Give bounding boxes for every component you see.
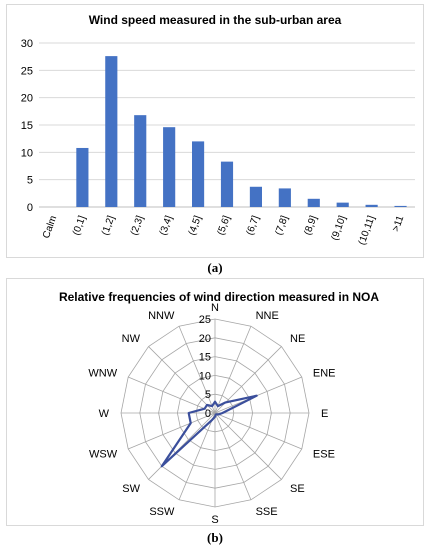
bar-chart: Wind speed measured in the sub-urban are… (21, 13, 415, 247)
x-tick-label: (8,9] (302, 214, 319, 237)
bar (249, 186, 262, 207)
y-tick-label: 30 (21, 38, 33, 50)
x-tick-label: (7,8] (273, 214, 290, 237)
x-tick-label: (5,6] (216, 214, 233, 237)
bar-chart-panel: Wind speed measured in the sub-urban are… (6, 4, 424, 258)
radar-spoke (214, 326, 252, 414)
radial-tick-label: 25 (199, 314, 211, 326)
radar-spoke (214, 412, 302, 450)
radar-series-line (160, 394, 258, 468)
y-tick-label: 5 (27, 175, 33, 187)
bar (105, 56, 118, 208)
y-tick-label: 20 (21, 93, 33, 105)
direction-label: NNE (256, 310, 279, 322)
x-tick-label: (2,3] (129, 214, 146, 237)
radar-spoke (128, 412, 216, 450)
radar-spoke (214, 412, 252, 500)
x-tick-label: (3,4] (158, 214, 175, 237)
direction-label: ESE (313, 449, 335, 461)
caption-b: (b) (207, 530, 223, 545)
bar (220, 161, 234, 207)
direction-label: SE (290, 483, 305, 495)
bar (134, 115, 147, 207)
x-tick-label: (4,5] (187, 214, 204, 237)
direction-label: E (321, 408, 328, 420)
radial-tick-label: 10 (199, 370, 211, 382)
chart-title: Wind speed measured in the sub-urban are… (89, 13, 342, 27)
bar (192, 141, 205, 207)
radar-spoke (214, 376, 302, 414)
bar (394, 205, 407, 207)
bar (278, 188, 291, 207)
direction-label: SW (122, 483, 140, 495)
x-tick-label: (6,7] (245, 214, 262, 237)
direction-label: ENE (313, 367, 336, 379)
direction-label: SSW (149, 506, 175, 518)
y-tick-label: 15 (21, 120, 33, 132)
x-tick-label: (9,10] (329, 214, 348, 242)
radar-spoke (178, 326, 216, 414)
direction-label: S (211, 514, 218, 525)
radar-chart: Relative frequencies of wind direction m… (59, 290, 379, 526)
direction-label: N (211, 302, 219, 314)
x-tick-label: Calm (41, 214, 59, 240)
radial-tick-label: 0 (205, 408, 211, 420)
bar (365, 204, 378, 207)
radial-tick-label: 15 (199, 352, 211, 364)
bar (336, 202, 349, 207)
radar-spoke (178, 412, 216, 500)
direction-label: NE (290, 333, 305, 345)
direction-label: SSE (256, 506, 278, 518)
x-tick-label: (0,1] (71, 214, 88, 237)
direction-label: W (99, 408, 110, 420)
radar-spoke (214, 412, 282, 480)
x-tick-label: (1,2] (100, 214, 117, 237)
y-tick-label: 10 (21, 147, 33, 159)
caption-a: (a) (207, 260, 223, 275)
radar-chart-panel: Relative frequencies of wind direction m… (6, 278, 424, 526)
chart-title: Relative frequencies of wind direction m… (59, 290, 379, 304)
radar-spoke (148, 346, 216, 414)
y-tick-label: 0 (27, 202, 33, 214)
direction-label: NW (122, 333, 141, 345)
bar (307, 198, 320, 207)
direction-label: NNW (148, 310, 175, 322)
radial-tick-label: 20 (199, 333, 211, 345)
x-tick-label: (10,11] (357, 214, 378, 247)
direction-label: WSW (89, 449, 118, 461)
bar (163, 127, 176, 207)
y-tick-label: 25 (21, 65, 33, 77)
radar-spoke (148, 412, 216, 480)
radial-tick-label: 5 (205, 389, 211, 401)
x-tick-label: >11 (390, 214, 406, 233)
direction-label: WNW (88, 367, 117, 379)
bar (76, 147, 89, 207)
radar-spoke (128, 376, 216, 414)
